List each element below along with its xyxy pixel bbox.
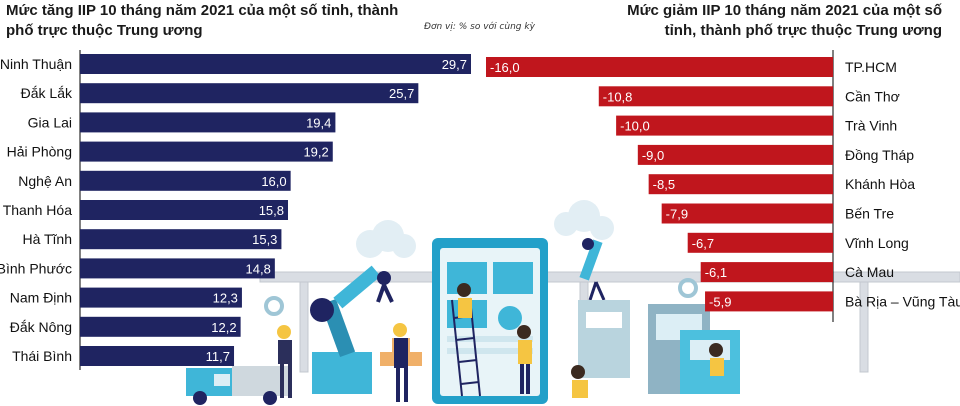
decrease-bar bbox=[648, 174, 833, 195]
decrease-bar bbox=[598, 86, 833, 107]
decrease-value-label: -9,0 bbox=[642, 148, 664, 163]
decrease-value-label: -16,0 bbox=[490, 60, 520, 75]
increase-bar bbox=[80, 229, 282, 250]
decrease-bar bbox=[705, 291, 833, 312]
increase-value-label: 19,4 bbox=[306, 115, 331, 130]
decrease-bar bbox=[661, 203, 833, 224]
workers-illustration bbox=[277, 283, 724, 402]
decrease-category-label: Cà Mau bbox=[845, 264, 894, 280]
decrease-bar bbox=[486, 57, 833, 77]
decrease-value-label: -7,9 bbox=[666, 207, 688, 222]
decrease-value-label: -10,8 bbox=[603, 89, 633, 104]
decrease-value-label: -10,0 bbox=[620, 119, 650, 134]
increase-bar bbox=[80, 112, 336, 133]
increase-chart: 29,7 Ninh Thuận 25,7 Đắk Lắk 19,4 Gia Lai 19,2… bbox=[0, 50, 471, 370]
increase-category-label: Thanh Hóa bbox=[3, 202, 72, 218]
increase-category-label: Gia Lai bbox=[28, 114, 72, 130]
decrease-bar bbox=[700, 262, 833, 283]
decrease-category-label: TP.HCM bbox=[845, 59, 897, 75]
increase-value-label: 11,7 bbox=[206, 349, 230, 364]
decrease-chart: -16,0 TP.HCM -10,8 Cần Thơ -10,0 Trà Vinh -9,0… bbox=[486, 50, 960, 322]
chart-title-decrease: Mức giảm IIP 10 tháng năm 2021 của một s… bbox=[627, 2, 942, 39]
chart-title-increase: Mức tăng IIP 10 tháng năm 2021 của một s… bbox=[6, 2, 399, 39]
robot-arm-left-illustration bbox=[310, 265, 394, 394]
decrease-value-label: -6,7 bbox=[692, 236, 714, 251]
decrease-category-label: Trà Vinh bbox=[845, 118, 897, 134]
cloud-icon bbox=[356, 200, 614, 258]
increase-value-label: 16,0 bbox=[261, 174, 286, 189]
decrease-category-label: Đồng Tháp bbox=[845, 147, 914, 163]
increase-value-label: 19,2 bbox=[303, 145, 328, 160]
increase-value-label: 15,3 bbox=[252, 232, 277, 247]
increase-category-label: Bình Phước bbox=[0, 260, 72, 276]
decrease-bar bbox=[687, 232, 833, 253]
increase-category-label: Đắk Nông bbox=[10, 319, 72, 335]
unit-note: Đơn vị: % so với cùng kỳ bbox=[424, 22, 535, 32]
increase-bar bbox=[80, 316, 241, 337]
increase-value-label: 15,8 bbox=[259, 203, 284, 218]
decrease-value-label: -5,9 bbox=[709, 294, 731, 309]
increase-category-label: Nam Định bbox=[10, 290, 72, 306]
increase-value-label: 12,3 bbox=[213, 291, 238, 306]
increase-bar bbox=[80, 83, 419, 104]
increase-value-label: 14,8 bbox=[246, 261, 271, 276]
increase-category-label: Ninh Thuận bbox=[0, 56, 72, 72]
increase-category-label: Hà Tĩnh bbox=[22, 231, 72, 247]
decrease-category-label: Cần Thơ bbox=[845, 88, 900, 104]
increase-bar bbox=[80, 346, 235, 366]
decrease-category-label: Bà Rịa – Vũng Tàu bbox=[845, 293, 960, 309]
decrease-value-label: -8,5 bbox=[653, 177, 675, 192]
decrease-bar bbox=[616, 115, 833, 136]
increase-category-label: Nghệ An bbox=[18, 173, 72, 189]
decrease-category-label: Bến Tre bbox=[845, 206, 894, 222]
increase-value-label: 25,7 bbox=[389, 86, 414, 101]
decrease-value-label: -6,1 bbox=[705, 265, 727, 280]
ladder-illustration bbox=[451, 297, 481, 397]
increase-bar bbox=[80, 287, 242, 308]
robot-arm-right-illustration bbox=[579, 238, 606, 301]
decrease-category-label: Khánh Hòa bbox=[845, 176, 915, 192]
increase-value-label: 12,2 bbox=[211, 320, 236, 335]
increase-value-label: 29,7 bbox=[442, 57, 467, 72]
gear-icon bbox=[264, 278, 698, 316]
increase-bar bbox=[80, 200, 289, 220]
increase-category-label: Thái Bình bbox=[12, 348, 72, 364]
decrease-category-label: Vĩnh Long bbox=[845, 235, 909, 251]
increase-bar bbox=[80, 54, 471, 74]
increase-bar bbox=[80, 170, 291, 191]
increase-category-label: Hải Phòng bbox=[7, 144, 72, 160]
increase-bar bbox=[80, 258, 275, 279]
increase-category-label: Đắk Lắk bbox=[21, 85, 73, 101]
decrease-bar bbox=[637, 144, 833, 165]
increase-bar bbox=[80, 141, 333, 162]
